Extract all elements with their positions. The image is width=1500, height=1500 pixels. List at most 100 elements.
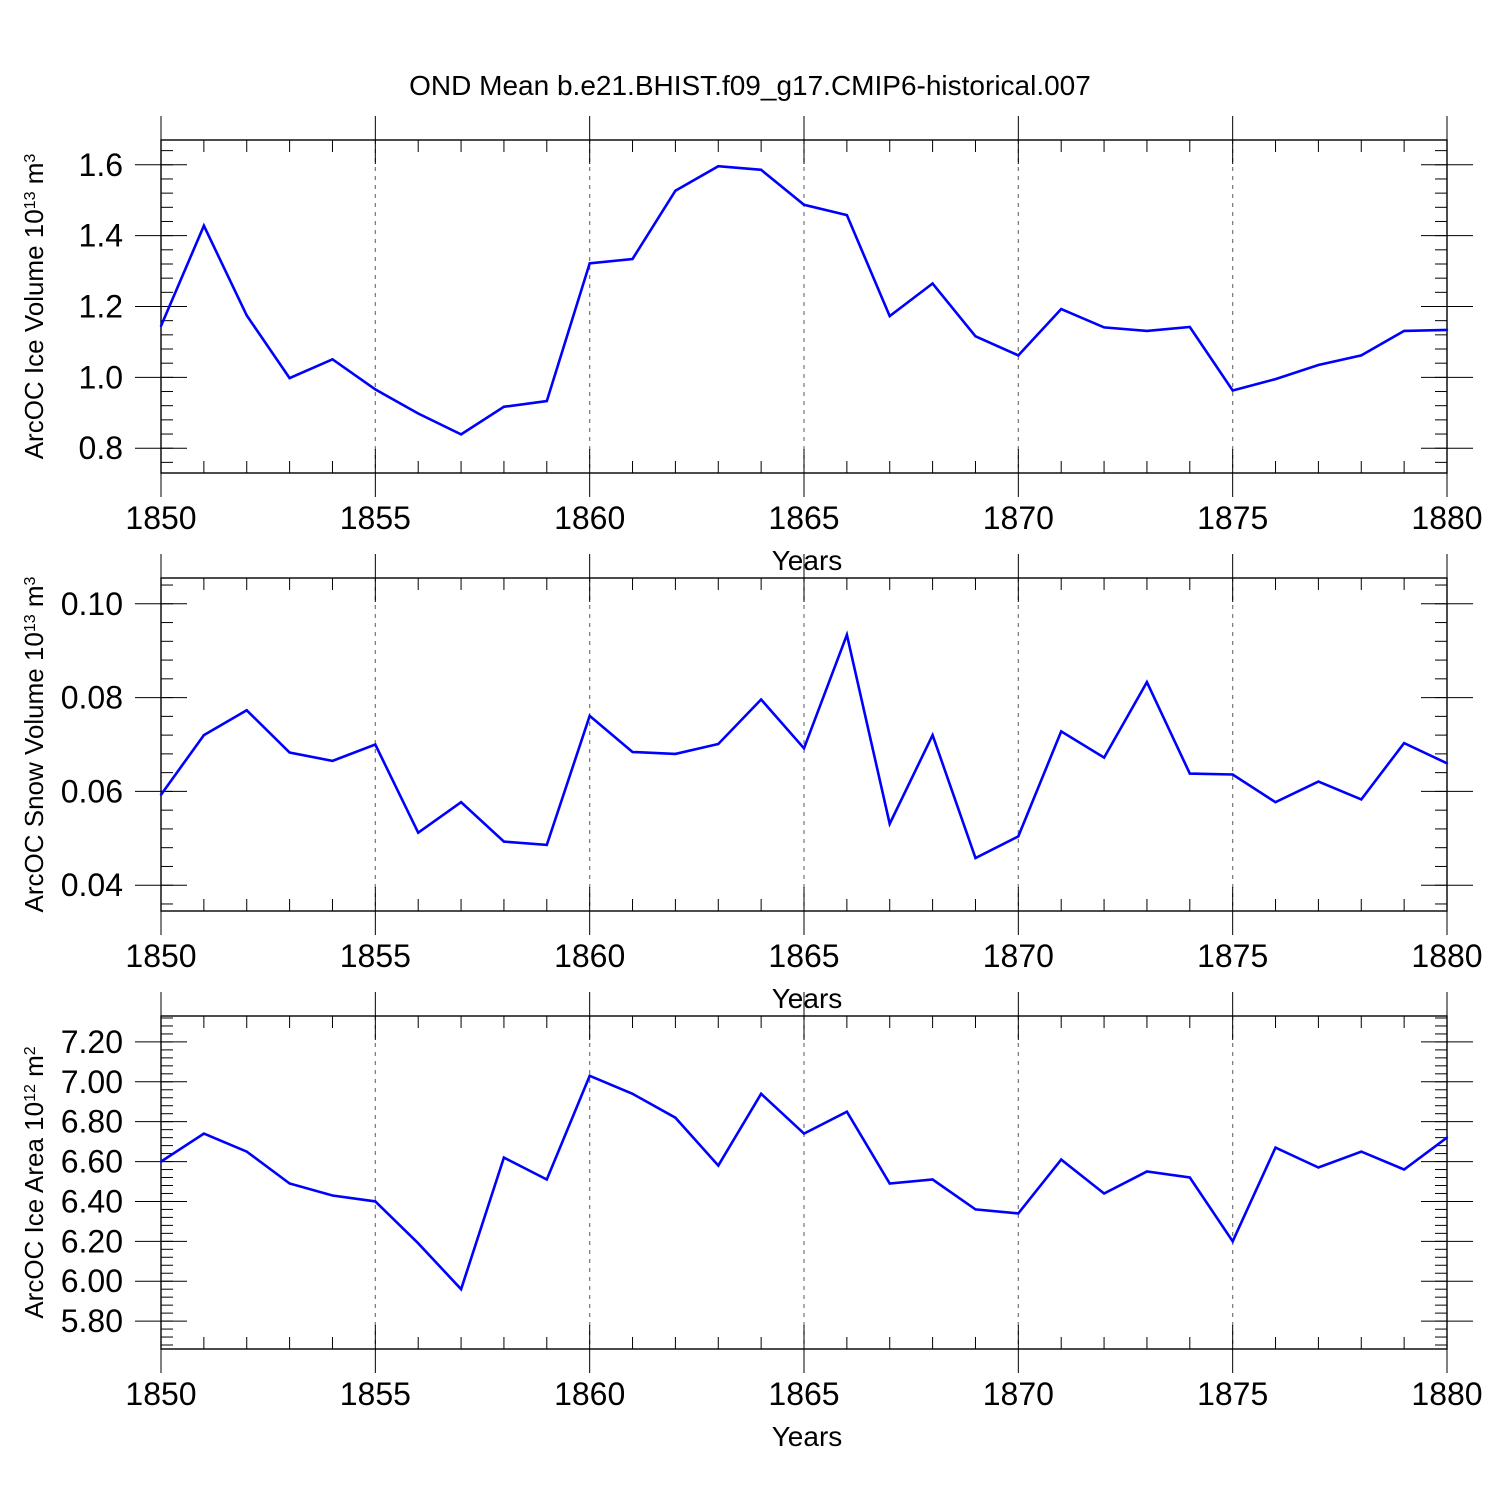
data-point: [1402, 1168, 1406, 1171]
data-point: [845, 213, 849, 217]
data-point: [759, 698, 763, 701]
data-point: [159, 793, 163, 796]
chart-panel-1: 1850 1855 1860 1865 1870 1875 1880 Years 0.8 1.0 1…: [19, 116, 1483, 576]
x-tick-label: 1880: [1411, 500, 1482, 536]
x-tick-label: 1880: [1411, 938, 1482, 974]
data-point: [331, 358, 334, 361]
data-point: [674, 1116, 677, 1119]
data-point: [1060, 307, 1063, 311]
data-point: [417, 831, 420, 834]
data-point: [374, 1200, 377, 1203]
data-point: [802, 747, 806, 750]
x-tick-label: 1880: [1411, 1376, 1482, 1412]
data-point: [417, 1242, 420, 1245]
data-point: [245, 314, 248, 317]
y-tick-label: 0.06: [61, 773, 123, 809]
data-point: [331, 1194, 334, 1197]
y-axis-label: ArcOC Ice Area 1012 m2: [19, 1046, 49, 1318]
data-point: [631, 1092, 634, 1095]
chart-panel-2: 1850 1855 1860 1865 1870 1875 1880 Years 0.04 0.0…: [19, 554, 1483, 1014]
data-point: [931, 1178, 934, 1181]
y-tick-label: 1.4: [79, 218, 123, 254]
data-point: [417, 412, 420, 415]
y-tick-label: 5.80: [61, 1303, 123, 1339]
data-point: [288, 751, 291, 754]
y-axis-label: ArcOC Snow Volume 1013 m3: [19, 576, 49, 912]
data-point: [674, 189, 677, 192]
data-point: [1017, 835, 1020, 838]
x-axis-label: Years: [772, 545, 843, 576]
data-point: [1360, 354, 1363, 357]
data-point: [931, 733, 934, 737]
data-point: [588, 1074, 591, 1078]
data-point: [1402, 741, 1406, 745]
y-tick-label: 6.60: [61, 1144, 123, 1180]
y-tick-label: 7.00: [61, 1064, 123, 1100]
x-tick-label: 1850: [125, 1376, 196, 1412]
y-tick-label: 0.08: [61, 680, 123, 716]
data-point: [1402, 329, 1406, 333]
data-point: [1188, 772, 1192, 775]
data-point: [1060, 730, 1063, 733]
data-point: [159, 324, 163, 328]
x-tick-label: 1875: [1197, 500, 1268, 536]
data-point: [1360, 798, 1363, 801]
data-point: [631, 257, 634, 261]
y-tick-label: 6.00: [61, 1263, 123, 1299]
data-point: [974, 1208, 977, 1211]
y-tick-label: 1.2: [79, 289, 123, 325]
data-point: [1188, 1176, 1192, 1179]
data-point: [717, 1164, 720, 1167]
data-point: [1317, 1166, 1320, 1169]
data-point: [1145, 1170, 1149, 1173]
x-axis-label: Years: [772, 1421, 843, 1452]
data-point: [1017, 1212, 1020, 1215]
data-point: [459, 800, 463, 804]
data-point: [759, 168, 763, 171]
data-point: [888, 314, 891, 318]
data-point: [888, 822, 891, 825]
data-point: [1102, 756, 1106, 759]
data-point: [1445, 1136, 1449, 1139]
data-point: [674, 752, 677, 756]
x-tick-label: 1850: [125, 500, 196, 536]
data-point: [374, 743, 377, 746]
data-point: [202, 1132, 206, 1135]
panels: 1850 1855 1860 1865 1870 1875 1880 Years 0.8 1.0 1…: [19, 116, 1483, 1452]
y-axis-label: ArcOC Ice Volume 1013 m3: [19, 154, 49, 460]
y-tick-label: 1.6: [79, 147, 123, 183]
data-point: [759, 1092, 763, 1095]
data-point: [1145, 329, 1149, 333]
y-tick-label: 7.20: [61, 1024, 123, 1060]
data-point: [974, 856, 977, 860]
figure-title: OND Mean b.e21.BHIST.f09_g17.CMIP6-histo…: [409, 70, 1091, 101]
y-tick-label: 0.8: [79, 430, 123, 466]
data-point: [974, 335, 977, 338]
data-point: [1145, 680, 1149, 684]
data-point: [845, 633, 849, 636]
data-point: [1445, 328, 1449, 332]
x-tick-label: 1870: [983, 1376, 1054, 1412]
data-point: [802, 1132, 806, 1135]
x-tick-label: 1860: [554, 1376, 625, 1412]
x-tick-label: 1870: [983, 938, 1054, 974]
data-point: [1317, 363, 1320, 367]
y-tick-label: 1.0: [79, 359, 123, 395]
x-tick-label: 1860: [554, 500, 625, 536]
data-point: [545, 843, 548, 847]
x-tick-label: 1865: [768, 1376, 839, 1412]
data-point: [1060, 1158, 1063, 1161]
data-point: [1188, 325, 1192, 329]
data-point: [1017, 354, 1020, 357]
data-point: [202, 733, 206, 737]
data-point: [588, 714, 591, 718]
x-tick-label: 1855: [340, 500, 411, 536]
y-tick-label: 0.04: [61, 867, 123, 903]
data-point: [459, 1287, 463, 1291]
data-point: [1445, 762, 1449, 765]
data-point: [202, 224, 206, 227]
y-tick-label: 0.10: [61, 586, 123, 622]
x-axis-label: Years: [772, 983, 843, 1014]
